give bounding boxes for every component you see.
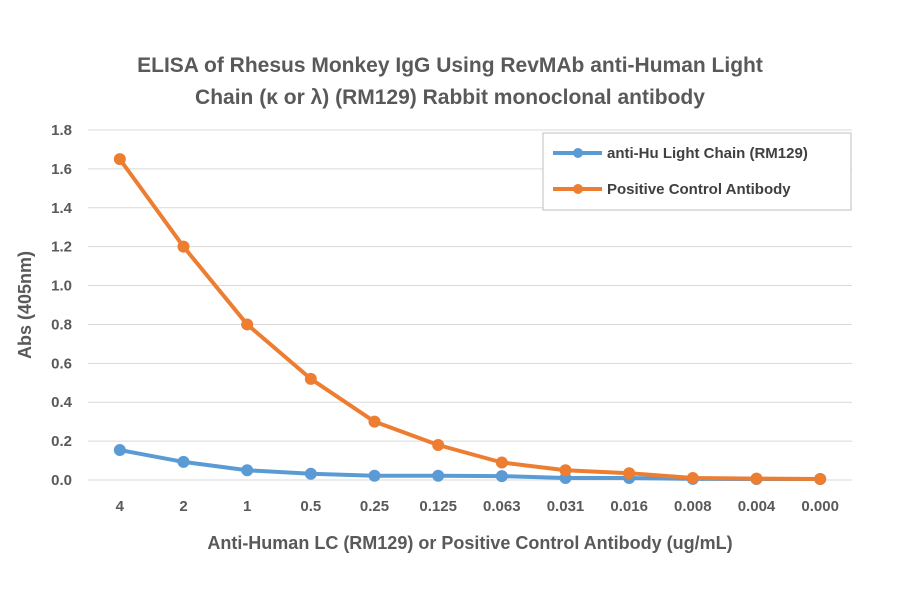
data-point [559,464,572,477]
data-point [686,472,699,485]
y-tick-label: 0.8 [51,316,72,333]
x-axis-label: Anti-Human LC (RM129) or Positive Contro… [207,533,732,553]
data-point [750,472,763,485]
series-line [118,157,821,482]
data-point [432,469,445,482]
x-tick-label: 0.000 [801,498,839,515]
data-point [113,153,126,166]
data-point [368,415,381,428]
x-tick-label: 0.016 [610,498,648,515]
data-point [113,444,126,457]
y-tick-label: 0.6 [51,355,72,372]
data-point [304,372,317,385]
data-point [814,473,827,486]
y-tick-label: 1.6 [51,161,72,178]
x-tick-label: 0.5 [300,498,321,515]
y-tick-label: 1.4 [51,200,73,217]
data-point [241,464,254,477]
x-tick-label: 0.008 [674,498,712,515]
x-axis-ticks: 4 2 1 0.5 0.25 0.125 0.063 0.031 0.016 0.008 0.004… [116,498,839,515]
legend-swatch-marker [573,184,583,194]
series-group [113,153,827,486]
data-point [177,240,190,253]
legend-label: Positive Control Antibody [607,181,791,198]
y-tick-label: 1.0 [51,278,72,295]
y-tick-label: 0.2 [51,433,72,450]
data-point [495,456,508,469]
x-tick-label: 0.004 [738,498,776,515]
data-point [495,470,508,483]
y-tick-label: 1.2 [51,239,72,256]
data-point [304,467,317,480]
y-axis-label: Abs (405nm) [15,251,35,359]
x-tick-label: 0.063 [483,498,521,515]
legend: anti-Hu Light Chain (RM129) Positive Cont… [542,132,852,211]
legend-swatch-marker [573,148,583,158]
x-tick-label: 0.031 [547,498,585,515]
data-point [241,318,254,331]
x-tick-label: 0.25 [360,498,389,515]
title-line: ELISA of Rhesus Monkey IgG Using RevMAb … [137,54,763,77]
data-point [623,467,636,480]
y-axis-ticks: 0.0 0.2 0.4 0.6 0.8 1.0 1.2 1.4 1.6 1.8 [51,122,73,489]
data-point [177,455,190,468]
title-line: Chain (κ or λ) (RM129) Rabbit monoclonal… [195,86,705,109]
legend-box [542,132,852,211]
y-tick-label: 0.0 [51,472,72,489]
legend-label: anti-Hu Light Chain (RM129) [607,145,808,162]
data-point [432,439,445,451]
x-tick-label: 1 [243,498,251,515]
x-tick-label: 2 [179,498,187,515]
data-point [368,469,381,482]
y-tick-label: 1.8 [51,122,72,139]
chart-title: ELISA of Rhesus Monkey IgG Using RevMAb … [137,54,763,109]
x-tick-label: 4 [116,498,125,515]
y-tick-label: 0.4 [51,394,73,411]
x-tick-label: 0.125 [419,498,457,515]
